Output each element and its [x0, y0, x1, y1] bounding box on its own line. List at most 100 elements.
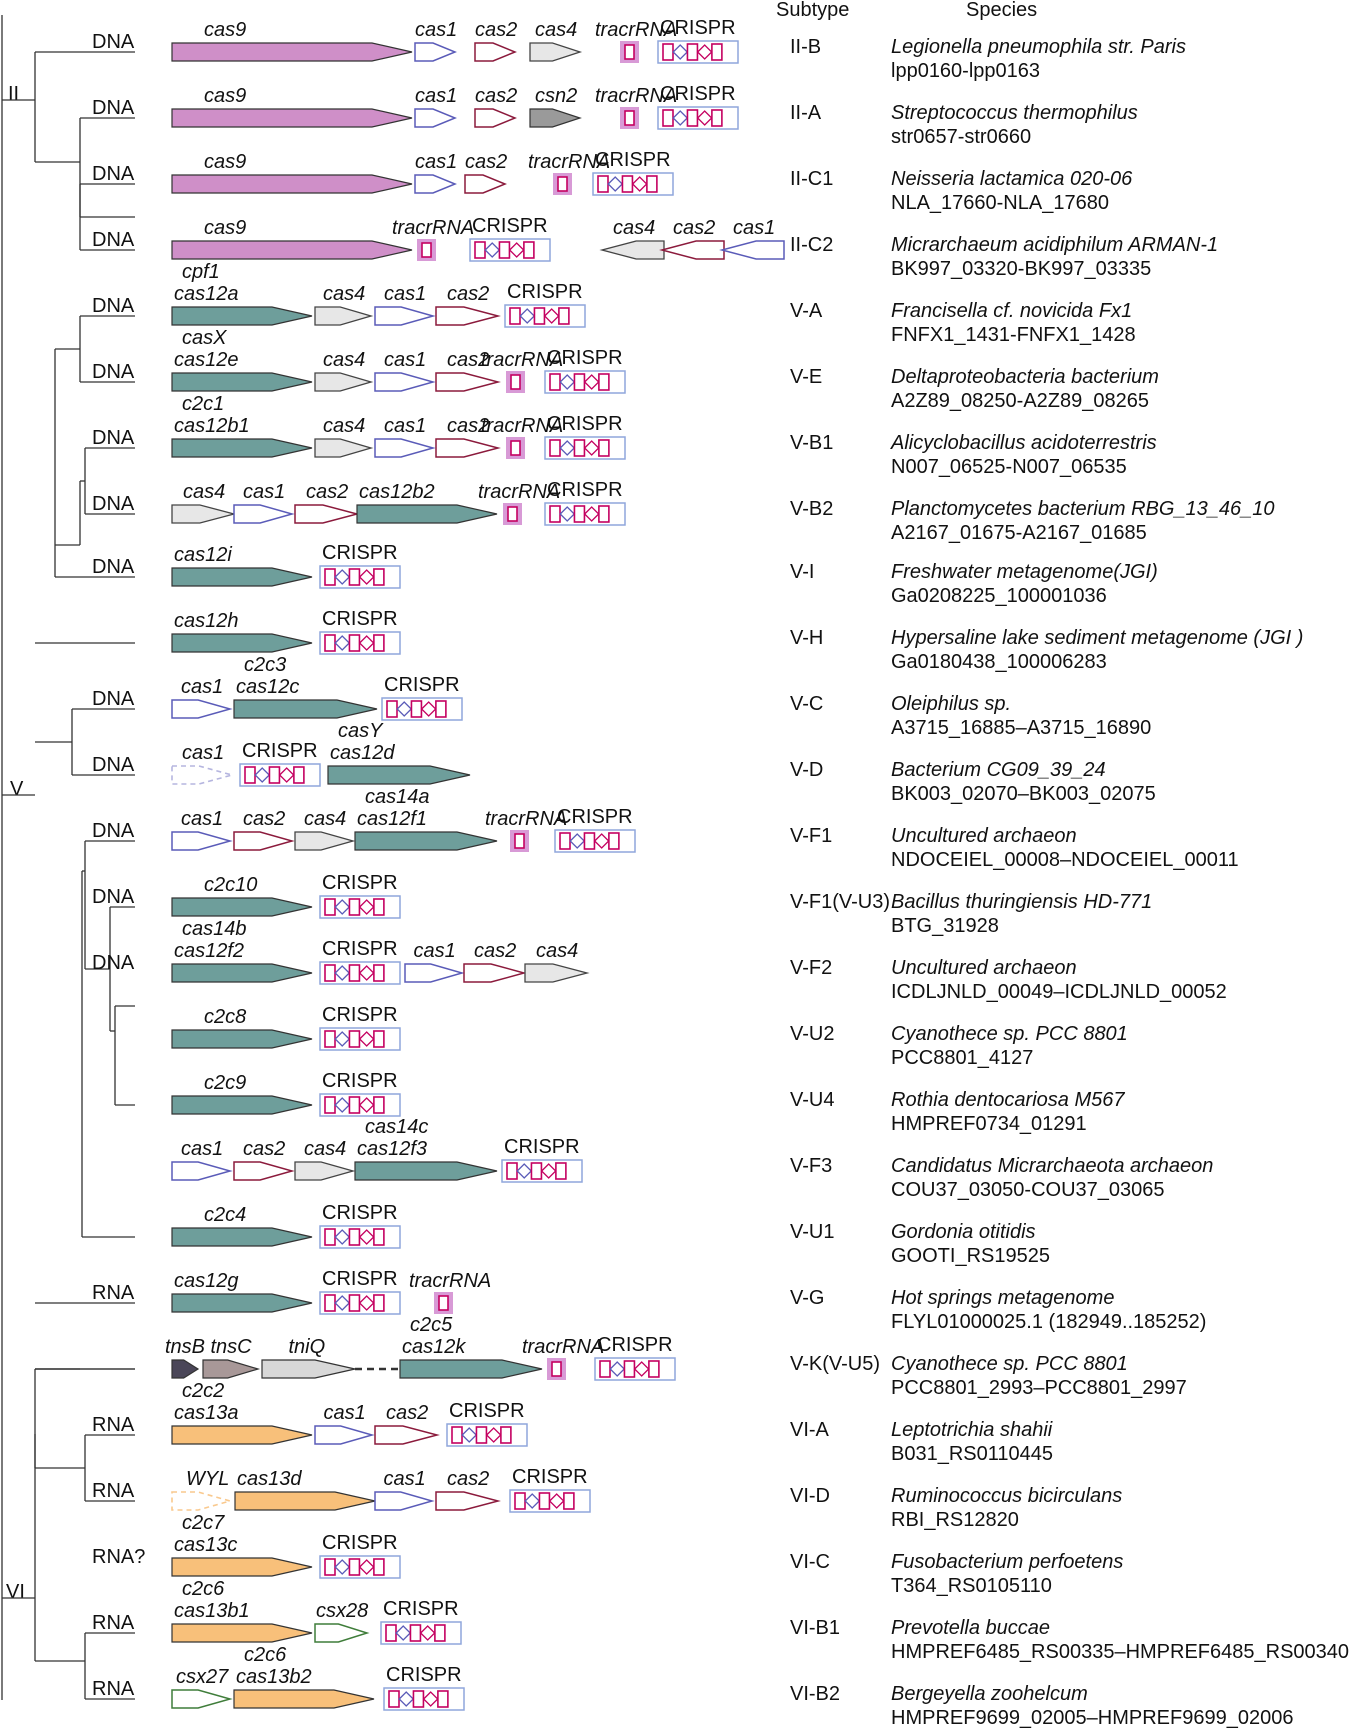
gene-label: c2c7	[182, 1512, 225, 1534]
target-label: DNA	[92, 229, 135, 251]
crispr-label: CRISPR	[547, 413, 623, 435]
locus-id: A2Z89_08250-A2Z89_08265	[891, 390, 1149, 412]
gene-arrow-cas12k	[399, 1359, 543, 1379]
species-name: Hypersaline lake sediment metagenome (JG…	[891, 627, 1303, 649]
tracrrna-element: tracrRNA	[478, 481, 560, 525]
crispr-spacer	[538, 1492, 551, 1510]
locus-id: BK997_03320-BK997_03335	[891, 258, 1151, 280]
locus-row-v-i: DNA cas12i CRISPR V-I Freshwater metagenome(…	[92, 542, 1158, 607]
gene-label: tniQ	[289, 1336, 326, 1358]
crispr-spacer	[598, 505, 610, 523]
crispr-spacer	[533, 307, 546, 325]
crispr-spacer	[410, 700, 423, 718]
crispr-array: CRISPR	[383, 1664, 465, 1711]
gene-label: cas1	[182, 742, 224, 764]
crispr-spacer	[608, 832, 620, 850]
target-label: DNA	[92, 688, 135, 710]
gene-label: cas14c	[365, 1116, 428, 1138]
locus-row-v-f1-v-u3: DNA c2c10 CRISPR V-F1(V-U3) Bacillus thuring…	[92, 872, 1152, 937]
tracrrna-element: tracrRNA	[481, 415, 563, 459]
crispr-spacer	[573, 373, 586, 391]
species-header: Species	[966, 0, 1037, 21]
gene-arrow-cas12f2	[171, 963, 313, 983]
gene-arrow-cas2	[659, 240, 725, 260]
crispr-label: CRISPR	[660, 17, 736, 39]
crispr-spacer	[509, 307, 521, 325]
gene-label: cas13b2	[236, 1666, 312, 1688]
gene-arrow-cas2	[435, 372, 501, 392]
crispr-spacer	[412, 1690, 425, 1708]
crispr-spacer	[373, 964, 385, 982]
tracrrna-label: tracrRNA	[485, 808, 567, 830]
crispr-label: CRISPR	[383, 1598, 459, 1620]
tracrrna-label: tracrRNA	[528, 151, 610, 173]
target-label: RNA	[92, 1414, 135, 1436]
target-label: RNA	[92, 1678, 135, 1700]
crispr-spacer	[348, 898, 361, 916]
locus-row-v-g: RNA cas12g CRISPR tracrRNA V-G Hot springs me…	[92, 1268, 1206, 1333]
gene-arrow-cas12e	[171, 372, 313, 392]
crispr-spacer	[434, 1624, 446, 1642]
crispr-label: CRISPR	[547, 347, 623, 369]
gene-arrow-cas12c	[233, 699, 378, 719]
crispr-spacer	[563, 1492, 575, 1510]
gene-arrow-cas9	[171, 42, 413, 62]
target-label: DNA	[92, 31, 135, 53]
locus-row-v-u1: c2c4 CRISPR V-U1 Gordonia otitidisGOOTI_RS1…	[171, 1202, 1050, 1267]
crispr-spacer	[549, 505, 561, 523]
subtype-cell: II-A	[790, 102, 822, 124]
gene-arrow-cas1	[171, 1161, 233, 1181]
clade-label-ii: II	[8, 83, 19, 105]
subtype-cell: VI-A	[790, 1419, 830, 1441]
crispr-spacer	[324, 964, 336, 982]
crispr-spacer	[388, 1690, 400, 1708]
locus-id: B031_RS0110445	[891, 1443, 1053, 1465]
crispr-label: CRISPR	[322, 608, 398, 630]
crispr-label: CRISPR	[322, 1070, 398, 1092]
crispr-array: CRISPR	[319, 542, 401, 589]
locus-id: PCC8801_2993–PCC8801_2997	[891, 1377, 1187, 1399]
gene-arrow-cas4	[171, 504, 237, 524]
gene-label: cas4	[535, 19, 577, 41]
tracrrna-element: tracrRNA	[485, 808, 567, 852]
gene-label: casY	[338, 720, 384, 742]
gene-label: cas13c	[174, 1534, 237, 1556]
subtype-cell: V-H	[790, 627, 823, 649]
gene-arrow-cas12f1	[354, 831, 498, 851]
crispr-spacer	[597, 175, 609, 193]
species-name: Legionella pneumophila str. Paris	[891, 36, 1186, 58]
locus-row-vi-d: RNA WYL cas13d cas1 cas2 CRISPR VI-D Ruminococc…	[92, 1466, 1122, 1531]
gene-label: cas14a	[365, 786, 430, 808]
gene-arrow-tnsb	[171, 1359, 200, 1379]
gene-label: cas1	[384, 1468, 426, 1490]
species-name: Uncultured archaeon	[891, 957, 1077, 979]
subtype-cell: V-F1(V-U3)	[790, 891, 890, 913]
gene-label: cas1	[384, 283, 426, 305]
crispr-array: CRISPR	[501, 1136, 583, 1183]
crispr-label: CRISPR	[472, 215, 548, 237]
crispr-spacer	[573, 505, 586, 523]
gene-label: cas4	[304, 808, 346, 830]
subtype-header: Subtype	[776, 0, 849, 21]
target-label: DNA	[92, 820, 135, 842]
gene-arrow-tnsc	[202, 1359, 261, 1379]
gene-label: cas12h	[174, 610, 239, 632]
tracrrna-label: tracrRNA	[409, 1270, 491, 1292]
gene-arrow-cas12b2	[356, 504, 498, 524]
locus-id: Ga0208225_100001036	[891, 585, 1107, 607]
gene-label: cas1	[324, 1402, 366, 1424]
crispr-array: CRISPR	[381, 674, 463, 721]
gene-label: cas4	[323, 283, 365, 305]
gene-label: cas2	[243, 808, 285, 830]
crispr-spacer	[648, 1360, 660, 1378]
crispr-spacer	[437, 1690, 449, 1708]
gene-label: cas14b	[182, 918, 247, 940]
gene-label: cas12g	[174, 1270, 239, 1292]
crispr-label: CRISPR	[595, 149, 671, 171]
crispr-label: CRISPR	[384, 674, 460, 696]
gene-label: cas4	[323, 349, 365, 371]
gene-arrow-cas4	[314, 372, 374, 392]
